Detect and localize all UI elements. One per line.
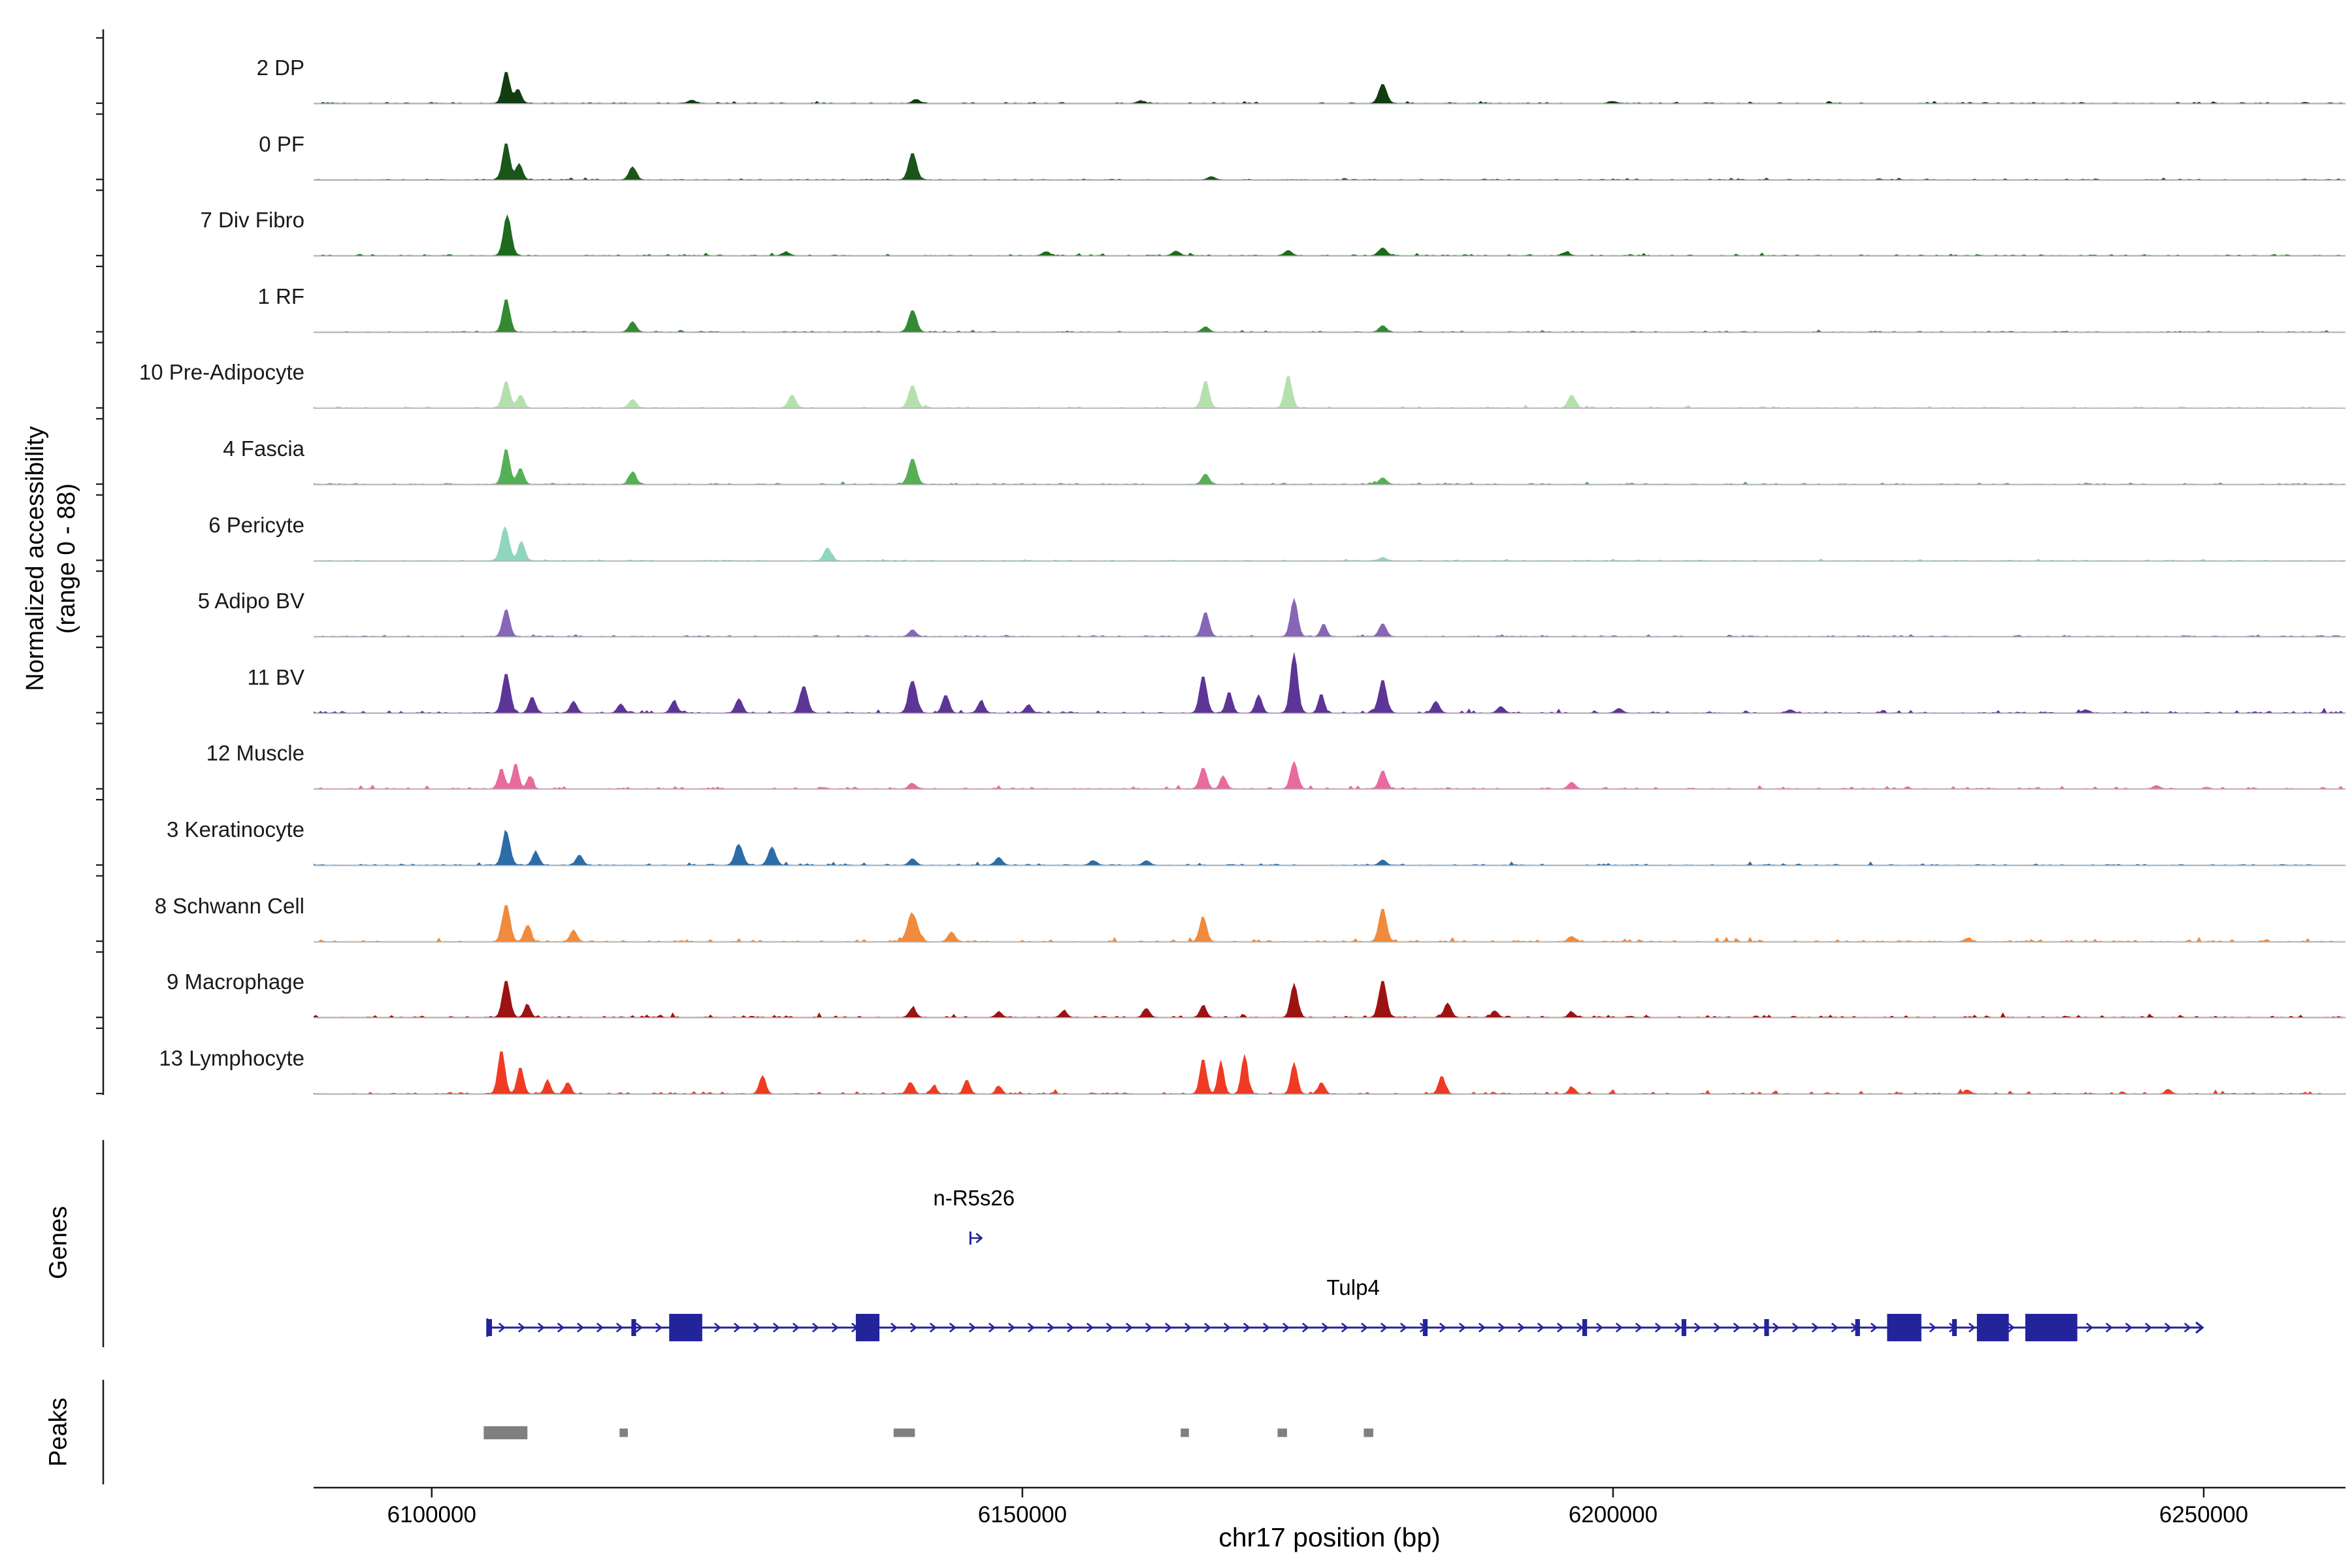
x-axis-tick-label: 6100000 <box>387 1502 476 1527</box>
track-row: 10 Pre-Adipocyte <box>0 339 2352 411</box>
track-row: 2 DP <box>0 35 2352 106</box>
track-label: 3 Keratinocyte <box>167 817 304 841</box>
track-signal <box>314 449 2345 485</box>
track-signal <box>314 72 2345 105</box>
gene-name-label: Tulp4 <box>1326 1275 1379 1299</box>
track-signal <box>314 652 2345 714</box>
track-row: 11 BV <box>0 644 2352 716</box>
track-row: 6 Pericyte <box>0 492 2352 564</box>
track-row: 8 Schwann Cell <box>0 873 2352 945</box>
track-signal <box>314 143 2345 181</box>
peaks-area <box>483 1426 1373 1439</box>
track-row: 4 Fascia <box>0 416 2352 487</box>
track-row: 7 Div Fibro <box>0 187 2352 259</box>
axis-brackets <box>96 29 105 1484</box>
track-signal <box>314 981 2345 1019</box>
peak-box <box>1181 1428 1189 1437</box>
track-signal <box>314 905 2345 943</box>
x-axis-tick-label: 6200000 <box>1569 1502 1658 1527</box>
x-axis-tick-label: 6150000 <box>978 1502 1067 1527</box>
track-signal <box>314 598 2345 638</box>
peak-box <box>893 1428 915 1437</box>
x-axis-tick-label: 6250000 <box>2159 1502 2248 1527</box>
track-row: 5 Adipo BV <box>0 568 2352 640</box>
genes-area: n-R5s26 Tulp4 <box>486 1186 2204 1341</box>
track-row: 12 Muscle <box>0 720 2352 792</box>
track-row: 9 Macrophage <box>0 949 2352 1021</box>
track-label: 13 Lymphocyte <box>159 1045 304 1070</box>
track-signal <box>314 299 2345 333</box>
peak-box <box>1364 1428 1373 1437</box>
track-label: 4 Fascia <box>223 436 304 461</box>
track-label: 7 Div Fibro <box>200 208 304 233</box>
track-signal <box>314 525 2345 562</box>
track-signal <box>314 1051 2345 1095</box>
gene-name-label: n-R5s26 <box>933 1186 1015 1210</box>
track-label: 10 Pre-Adipocyte <box>139 360 304 385</box>
x-axis-title: chr17 position (bp) <box>1218 1522 1441 1552</box>
track-label: 5 Adipo BV <box>197 589 304 613</box>
peak-box <box>1277 1428 1287 1437</box>
track-label: 12 Muscle <box>206 741 304 766</box>
track-label: 8 Schwann Cell <box>154 893 304 918</box>
track-row: 1 RF <box>0 263 2352 335</box>
track-signal <box>314 214 2345 257</box>
track-signal <box>314 376 2345 409</box>
track-signal <box>314 760 2345 790</box>
track-row: 3 Keratinocyte <box>0 796 2352 868</box>
track-signal <box>314 830 2345 866</box>
track-label: 2 DP <box>256 56 304 80</box>
track-label: 11 BV <box>247 664 304 689</box>
track-row: 13 Lymphocyte <box>0 1025 2352 1097</box>
peak-box <box>483 1426 528 1439</box>
peak-box <box>619 1428 628 1437</box>
track-label: 6 Pericyte <box>208 512 304 537</box>
track-label: 1 RF <box>257 284 304 308</box>
track-row: 0 PF <box>0 111 2352 183</box>
x-axis: 6100000 6150000 6200000 6250000 <box>314 1486 2345 1527</box>
track-label: 0 PF <box>259 131 304 156</box>
track-label: 9 Macrophage <box>167 970 304 994</box>
